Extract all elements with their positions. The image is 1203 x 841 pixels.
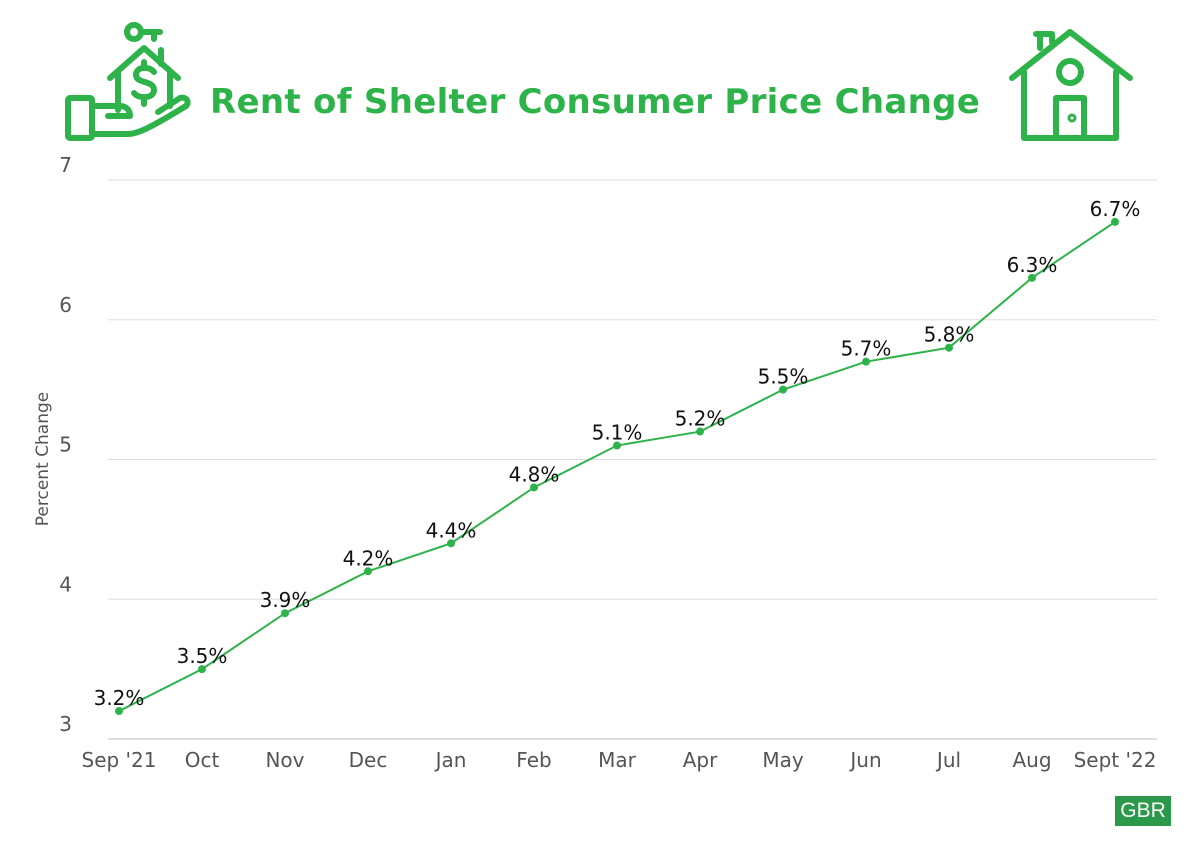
x-tick-label: Sept '22 xyxy=(1074,748,1157,772)
data-point xyxy=(281,609,289,618)
data-label: 3.9% xyxy=(260,588,311,612)
data-point xyxy=(115,707,123,716)
data-point xyxy=(530,483,538,492)
data-label: 5.2% xyxy=(675,407,726,431)
data-label: 4.2% xyxy=(343,546,394,570)
data-label: 5.7% xyxy=(841,337,892,361)
x-tick-label: Apr xyxy=(683,748,718,772)
house-icon xyxy=(1009,29,1133,141)
data-point xyxy=(1111,217,1119,226)
data-label: 3.5% xyxy=(177,644,228,668)
data-label: 5.5% xyxy=(758,365,809,389)
chart-title: Rent of Shelter Consumer Price Change xyxy=(210,82,981,122)
data-label: 6.3% xyxy=(1007,253,1058,277)
data-point xyxy=(696,427,704,436)
x-tick-label: Sep '21 xyxy=(82,748,157,772)
y-axis-label: Percent Change xyxy=(33,392,53,526)
x-tick-label: Feb xyxy=(516,748,551,772)
data-label: 4.4% xyxy=(426,518,477,542)
x-tick-label: Aug xyxy=(1012,748,1051,772)
x-tick-label: Oct xyxy=(185,748,220,772)
data-point xyxy=(613,441,621,450)
data-point xyxy=(447,539,455,548)
data-label: 5.8% xyxy=(924,323,975,347)
y-tick-label: 7 xyxy=(59,153,72,177)
y-tick-label: 4 xyxy=(59,572,72,596)
y-tick-label: 5 xyxy=(59,433,72,457)
x-tick-label: Dec xyxy=(349,748,388,772)
data-point xyxy=(862,357,870,366)
data-point xyxy=(779,385,787,394)
x-tick-label: Nov xyxy=(265,748,304,772)
x-tick-label: Jun xyxy=(848,748,881,772)
source-badge: GBR xyxy=(1115,796,1171,826)
data-point xyxy=(1028,273,1036,282)
data-label: 6.7% xyxy=(1090,197,1141,221)
data-point xyxy=(364,567,372,576)
hand-house-dollar-key-icon xyxy=(65,22,191,141)
data-point xyxy=(198,665,206,674)
x-tick-label: Jul xyxy=(935,748,961,772)
data-point xyxy=(945,343,953,352)
y-tick-label: 3 xyxy=(59,712,72,736)
x-tick-label: May xyxy=(762,748,804,772)
x-tick-label: Mar xyxy=(598,748,637,772)
series-line xyxy=(118,221,1116,712)
data-label: 3.2% xyxy=(94,686,145,710)
y-tick-label: 6 xyxy=(59,293,72,317)
x-tick-label: Jan xyxy=(434,748,467,772)
data-label: 4.8% xyxy=(509,462,560,486)
data-label: 5.1% xyxy=(592,421,643,445)
